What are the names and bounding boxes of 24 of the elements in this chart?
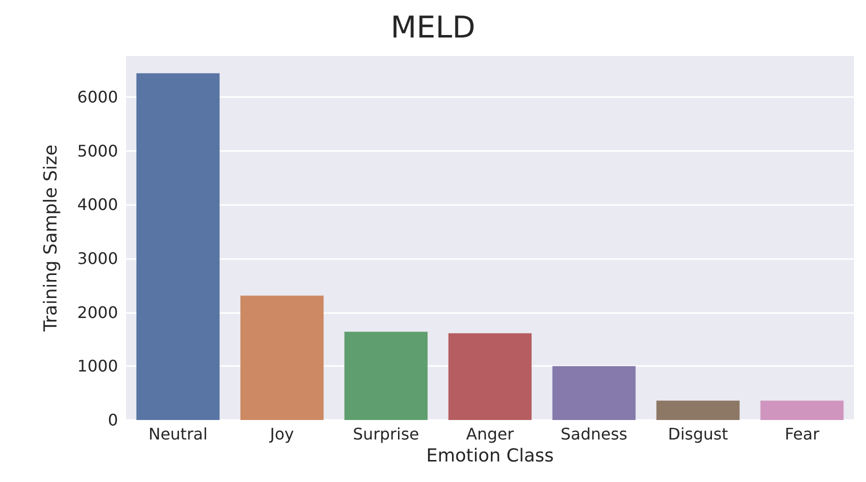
bar (552, 366, 636, 420)
x-tick-label: Neutral (148, 424, 208, 444)
bar (344, 332, 428, 420)
bar (760, 400, 844, 420)
x-tick-label: Joy (269, 424, 294, 444)
y-tick-label: 3000 (77, 248, 118, 268)
x-axis-title: Emotion Class (426, 445, 554, 466)
y-axis-title: Training Sample Size (40, 144, 62, 332)
x-tick-label: Disgust (668, 424, 728, 444)
y-tick-label: 6000 (77, 87, 118, 106)
x-tick-label: Surprise (352, 424, 420, 444)
x-tick-label: Fear (784, 424, 820, 444)
y-tick-label: 4000 (77, 195, 118, 214)
x-tick-label: Sadness (560, 424, 628, 444)
bar (240, 296, 324, 420)
chart-title: MELD (390, 10, 476, 46)
y-tick-label: 5000 (77, 141, 118, 160)
bar (136, 73, 220, 420)
x-tick-label: Anger (466, 424, 514, 444)
bar (448, 333, 532, 420)
y-tick-label: 1000 (77, 356, 118, 376)
y-tick-label: 0 (108, 410, 118, 430)
y-tick-label: 2000 (77, 302, 118, 322)
bar (656, 400, 740, 420)
